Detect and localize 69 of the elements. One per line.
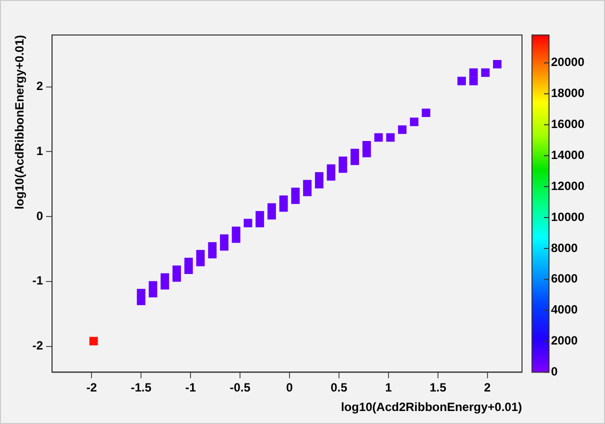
color-bar-label: 6000: [551, 272, 578, 286]
point: [338, 164, 348, 173]
point: [208, 250, 217, 258]
y-tick-label: -2: [32, 338, 44, 353]
point: [338, 156, 348, 166]
point: [232, 226, 240, 236]
y-tick-label: 0: [36, 208, 44, 223]
color-bar-label: 2000: [551, 334, 578, 348]
point: [374, 133, 383, 142]
point: [291, 195, 300, 204]
point: [481, 68, 490, 77]
point: [184, 258, 193, 266]
point: [362, 140, 371, 150]
y-axis-title: log10(AcdRibbonEnergy+0.01): [12, 35, 27, 210]
point: [326, 164, 336, 173]
point: [457, 76, 466, 86]
point: [303, 180, 312, 188]
point: [220, 234, 228, 243]
color-bar-label: 16000: [551, 117, 585, 132]
point: [493, 60, 502, 68]
x-tick-label: -1.5: [130, 380, 152, 395]
point: [422, 108, 430, 118]
point: [350, 148, 360, 158]
point: [398, 125, 407, 134]
y-tick-label: -1: [32, 274, 44, 288]
x-tick-label: 2: [484, 380, 492, 395]
point: [89, 336, 98, 346]
point: [136, 288, 146, 298]
x-axis-title: log10(Acd2RibbonEnergy+0.01): [340, 400, 522, 414]
y-tick-label: 1: [36, 144, 44, 158]
point: [196, 250, 205, 258]
point: [386, 133, 395, 142]
x-tick-label: 1: [385, 380, 392, 395]
point: [469, 76, 478, 86]
x-tick-label: 0: [286, 380, 294, 395]
point: [362, 148, 371, 158]
color-bar-label: 0: [551, 364, 558, 379]
point: [148, 288, 158, 298]
x-tick-label: 1.5: [430, 380, 447, 395]
color-bar-label: 10000: [551, 210, 585, 224]
y-tick-label: 2: [36, 79, 44, 94]
point: [244, 218, 252, 228]
point: [172, 273, 181, 282]
x-tick-label: -0.5: [230, 380, 251, 395]
point: [267, 211, 276, 220]
color-bar-label: 4000: [551, 302, 578, 317]
point: [267, 203, 276, 212]
point: [279, 195, 288, 204]
point: [208, 242, 217, 251]
point: [232, 234, 240, 243]
x-tick-label: -2: [86, 380, 98, 395]
point: [410, 118, 418, 126]
color-bar-label: 18000: [551, 86, 585, 100]
color-bar-label: 20000: [551, 55, 585, 70]
point: [148, 281, 158, 290]
x-tick-label: 0.5: [330, 380, 348, 395]
point: [469, 68, 478, 77]
point: [160, 273, 170, 282]
point: [256, 211, 264, 220]
point: [314, 172, 324, 181]
point: [314, 180, 324, 188]
color-bar-label: 8000: [551, 240, 578, 255]
color-bar-label: 12000: [551, 178, 585, 193]
x-tick-label: -1: [185, 380, 196, 395]
color-bar-label: 14000: [551, 148, 585, 162]
point: [291, 188, 300, 196]
point: [256, 218, 264, 228]
point: [184, 266, 193, 274]
point: [172, 266, 181, 274]
